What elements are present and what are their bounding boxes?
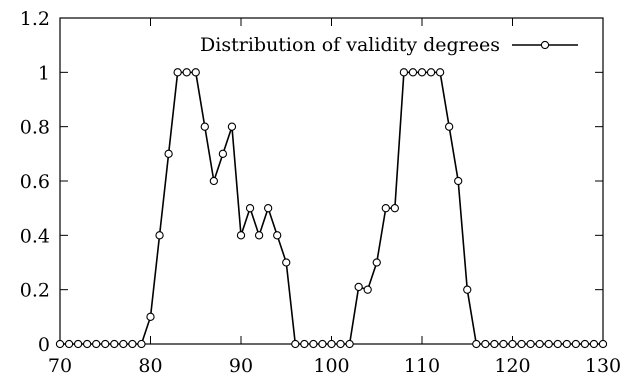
- data-point: [562, 339, 571, 349]
- y-tick-label: 0.6: [20, 171, 50, 193]
- data-point: [327, 339, 336, 349]
- y-tick-label: 0: [38, 334, 50, 356]
- legend-marker: [540, 40, 550, 50]
- data-point: [155, 231, 164, 240]
- legend-label: Distribution of validity degrees: [200, 34, 500, 56]
- data-point: [345, 339, 354, 349]
- data-point: [182, 68, 191, 77]
- data-point: [191, 68, 200, 77]
- x-tick-label: 70: [48, 355, 72, 377]
- data-point: [444, 122, 454, 131]
- y-tick-label: 1.2: [20, 8, 50, 30]
- x-tick-label: 110: [404, 355, 440, 377]
- data-point: [92, 339, 101, 349]
- data-point: [273, 231, 282, 240]
- data-point: [417, 68, 427, 77]
- x-tick-label: 120: [494, 355, 530, 377]
- data-point: [218, 149, 228, 158]
- x-tick-label: 130: [585, 355, 621, 377]
- data-point: [318, 339, 327, 349]
- data-point: [101, 339, 110, 349]
- series-line: [60, 71, 603, 345]
- data-point: [173, 68, 182, 77]
- data-point: [435, 68, 445, 77]
- data-point: [390, 204, 399, 213]
- legend: Distribution of validity degrees: [200, 34, 578, 56]
- data-point: [300, 339, 309, 349]
- data-point: [426, 68, 436, 77]
- data-point: [309, 339, 318, 349]
- data-point: [598, 339, 608, 349]
- data-point: [408, 68, 418, 77]
- data-point: [381, 204, 390, 213]
- series-group: [55, 68, 608, 349]
- data-point: [354, 282, 363, 292]
- data-point: [526, 339, 535, 349]
- data-point: [544, 339, 553, 349]
- data-point: [472, 339, 481, 349]
- data-point: [535, 339, 544, 349]
- data-point: [372, 258, 381, 267]
- data-point: [146, 312, 155, 321]
- x-tick-labels: 70 80 90 100 110 120 130: [48, 355, 621, 377]
- data-point: [200, 122, 209, 131]
- data-point: [580, 339, 590, 349]
- data-point: [481, 339, 490, 349]
- tick-marks: [59, 17, 604, 345]
- data-point: [454, 176, 463, 186]
- data-point: [263, 204, 273, 213]
- y-tick-labels: 0 0.2 0.4 0.6 0.8 1 1.2: [20, 8, 50, 356]
- data-point: [254, 231, 264, 240]
- y-tick-label: 0.2: [20, 280, 50, 302]
- data-point: [399, 68, 409, 77]
- data-point: [236, 231, 246, 240]
- data-point: [589, 339, 599, 349]
- data-point: [55, 339, 65, 349]
- data-point: [137, 339, 146, 349]
- x-tick-label: 90: [229, 355, 253, 377]
- data-point: [490, 339, 499, 349]
- data-point: [227, 122, 237, 131]
- y-tick-label: 0.8: [20, 117, 50, 139]
- data-point: [128, 339, 137, 349]
- data-point: [119, 339, 128, 349]
- data-point: [83, 339, 92, 349]
- data-point: [336, 339, 345, 349]
- data-point: [291, 339, 300, 349]
- data-point: [508, 339, 517, 349]
- data-point: [499, 339, 508, 349]
- data-point: [245, 204, 255, 213]
- plot-frame: [59, 17, 604, 345]
- data-point: [282, 258, 291, 267]
- data-point: [110, 339, 119, 349]
- data-point: [164, 149, 173, 158]
- data-point: [571, 339, 580, 349]
- x-tick-label: 100: [313, 355, 349, 377]
- data-point: [73, 339, 83, 349]
- data-point: [463, 285, 472, 294]
- data-point: [209, 176, 218, 186]
- data-point: [363, 285, 372, 294]
- data-point: [553, 339, 562, 349]
- data-point: [517, 339, 526, 349]
- y-tick-label: 1: [38, 62, 50, 84]
- x-tick-label: 80: [138, 355, 162, 377]
- y-tick-label: 0.4: [20, 225, 50, 247]
- data-point: [64, 339, 74, 349]
